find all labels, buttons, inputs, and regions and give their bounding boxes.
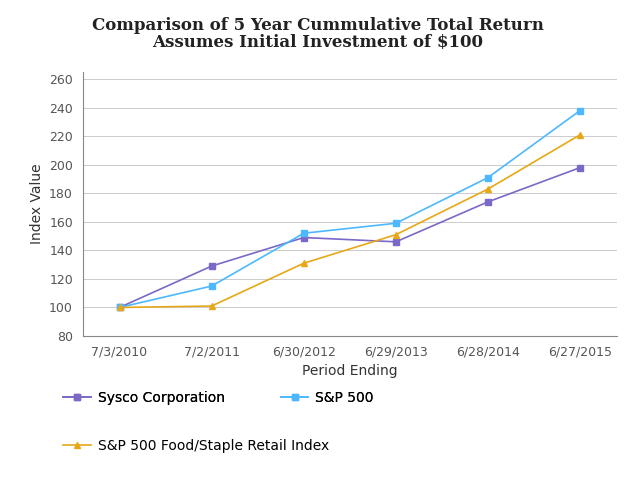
Line: S&P 500 Food/Staple Retail Index: S&P 500 Food/Staple Retail Index [116,132,584,311]
Sysco Corporation [300,235,308,240]
S&P 500 [116,305,123,311]
S&P 500 Food/Staple Retail Index [392,232,399,238]
S&P 500 Food/Staple Retail Index [116,305,123,311]
Text: Assumes Initial Investment of $100: Assumes Initial Investment of $100 [153,34,483,50]
X-axis label: Period Ending: Period Ending [302,364,398,378]
Sysco Corporation [484,199,492,205]
S&P 500 Food/Staple Retail Index [484,186,492,192]
Sysco Corporation [576,165,584,170]
S&P 500 Food/Staple Retail Index [300,260,308,266]
S&P 500 [576,108,584,113]
Legend: Sysco Corporation, S&P 500: Sysco Corporation, S&P 500 [58,385,380,411]
Text: Comparison of 5 Year Cummulative Total Return: Comparison of 5 Year Cummulative Total R… [92,17,544,34]
Line: S&P 500: S&P 500 [116,107,584,311]
S&P 500 [300,230,308,236]
Line: Sysco Corporation: Sysco Corporation [116,164,584,311]
S&P 500 Food/Staple Retail Index [576,132,584,138]
Sysco Corporation [116,305,123,311]
S&P 500 Food/Staple Retail Index [208,303,216,309]
Y-axis label: Index Value: Index Value [29,164,43,244]
S&P 500 [484,175,492,180]
Sysco Corporation [392,239,399,245]
Legend: S&P 500 Food/Staple Retail Index: S&P 500 Food/Staple Retail Index [58,433,335,459]
S&P 500 [208,283,216,289]
S&P 500 [392,220,399,226]
Sysco Corporation [208,263,216,269]
